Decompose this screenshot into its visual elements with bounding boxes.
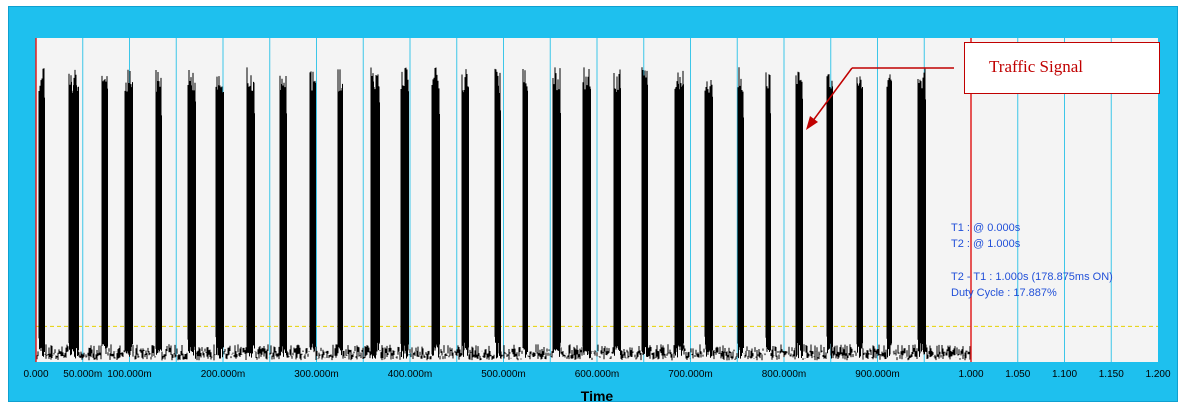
x-tick-label: 400.000m [388,369,432,380]
x-tick-label: 1.150 [1099,369,1124,380]
annotation-box: Traffic Signal [964,42,1160,94]
readout-duty-cycle: Duty Cycle : 17.887% [951,287,1057,299]
x-tick-label: 50.000m [63,369,102,380]
x-tick-label: 200.000m [201,369,245,380]
x-tick-label: 300.000m [294,369,338,380]
annotation-arrowhead [806,116,818,130]
x-tick-label: 100.000m [107,369,151,380]
x-tick-label: 0.000 [23,369,48,380]
x-tick-label: 1.050 [1005,369,1030,380]
x-tick-label: 1.100 [1052,369,1077,380]
x-axis-label: Time [581,388,614,404]
readout-delta: T2 - T1 : 1.000s (178.875ms ON) [951,271,1113,283]
x-tick-label: 600.000m [575,369,619,380]
readout-t2: T2 : @ 1.000s [951,238,1021,250]
x-tick-label: 900.000m [855,369,899,380]
x-tick-label: 700.000m [668,369,712,380]
x-tick-label: 800.000m [762,369,806,380]
x-tick-label: 1.200 [1145,369,1170,380]
x-axis-ticks: 0.000 50.000m 100.000m 200.000m 300.000m 400.… [23,369,1170,380]
cursor-readout: T1 : @ 0.000s T2 : @ 1.000s T2 - T1 : 1.… [951,222,1113,299]
x-tick-label: 500.000m [481,369,525,380]
annotation-label: Traffic Signal [989,57,1083,76]
x-tick-label: 1.000 [958,369,983,380]
readout-t1: T1 : @ 0.000s [951,222,1021,234]
annotation-arrow-line [811,67,853,123]
